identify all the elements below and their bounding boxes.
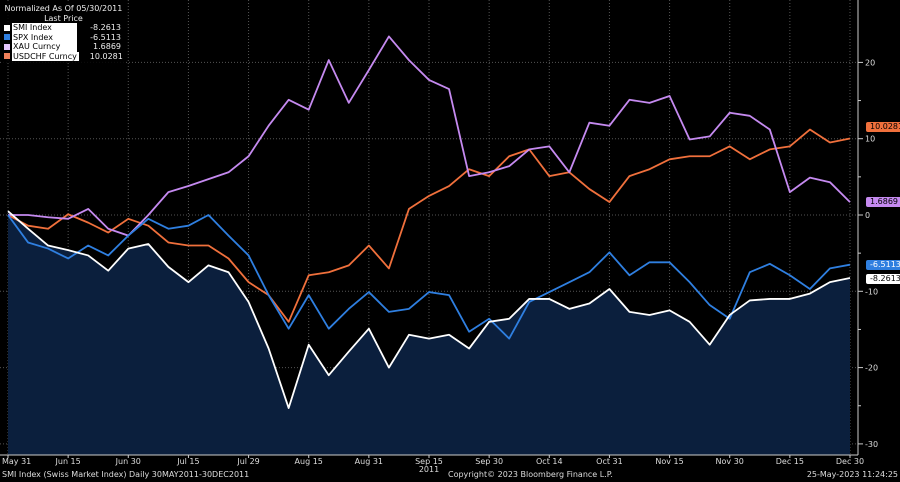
y-tick-label: -30 [865, 440, 878, 449]
x-tick-label: Jun 15 [55, 457, 81, 466]
y-tick-label: 10 [865, 135, 875, 144]
series-line-xau-curncy [8, 35, 851, 237]
y-tick-label: 20 [865, 58, 875, 67]
x-tick-label: Aug 15 [295, 457, 323, 466]
legend-item-usdchf[interactable]: USDCHF Curncy 10.0281 [4, 51, 123, 61]
footer-timestamp: 25-May-2023 11:24:25 [806, 470, 898, 479]
x-year-label: 2011 [419, 465, 439, 474]
legend-label: SMI Index [12, 23, 77, 33]
series-line-smi-index [7, 210, 851, 409]
legend-value: 10.0281 [89, 51, 123, 61]
legend-swatch [4, 43, 10, 50]
series-line-usdchf-curncy [7, 128, 851, 323]
last-value-tag-usdchf: 10.0281 [866, 122, 900, 132]
x-tick-label: Jul 15 [176, 457, 199, 466]
last-value-tag-smi: -8.2613 [866, 274, 900, 284]
x-tick-label: Oct 31 [596, 457, 623, 466]
x-tick-label: Sep 30 [475, 457, 503, 466]
legend-value: -6.5113 [90, 32, 121, 42]
last-value-tag-spx: -6.5113 [866, 260, 900, 270]
legend-value: -8.2613 [90, 23, 121, 32]
legend-label: SPX Index [12, 32, 77, 42]
legend-item-xau[interactable]: XAU Curncy 1.6869 [4, 42, 123, 52]
x-tick-label: Nov 15 [655, 457, 683, 466]
last-value-tag-xau: 1.6869 [866, 197, 900, 207]
x-tick-label: Jun 30 [115, 457, 141, 466]
x-tick-label: Aug 31 [355, 457, 383, 466]
x-tick-label: Jul 29 [236, 457, 259, 466]
footer-copyright: Copyright© 2023 Bloomberg Finance L.P. [448, 470, 613, 479]
legend-subheader: Last Price [44, 13, 83, 23]
y-tick-label: -10 [865, 287, 878, 296]
series-line-spx-index [7, 214, 851, 340]
y-tick-label: -20 [865, 364, 878, 373]
legend-item-smi[interactable]: SMI Index -8.2613 [4, 23, 123, 33]
x-tick-label: Sep 15 [415, 457, 443, 466]
x-tick-label: May 31 [2, 457, 31, 466]
y-tick-label: 0 [865, 211, 870, 220]
smi-area-fill [8, 211, 850, 455]
x-tick-label: Dec 30 [836, 457, 864, 466]
legend-label: XAU Curncy [12, 42, 77, 52]
x-tick-label: Oct 14 [536, 457, 563, 466]
legend: Normalized As Of 05/30/2011 Last Price S… [2, 3, 126, 63]
legend-swatch [4, 34, 10, 41]
legend-item-spx[interactable]: SPX Index -6.5113 [4, 32, 123, 42]
legend-swatch [4, 53, 10, 60]
legend-header: Normalized As Of 05/30/2011 [4, 4, 123, 13]
x-tick-label: Dec 15 [776, 457, 804, 466]
legend-value: 1.6869 [93, 42, 121, 51]
legend-swatch [4, 24, 10, 31]
footer-security-info: SMI Index (Swiss Market Index) Daily 30M… [2, 470, 250, 479]
x-tick-label: Nov 30 [716, 457, 744, 466]
legend-label: USDCHF Curncy [12, 51, 79, 61]
